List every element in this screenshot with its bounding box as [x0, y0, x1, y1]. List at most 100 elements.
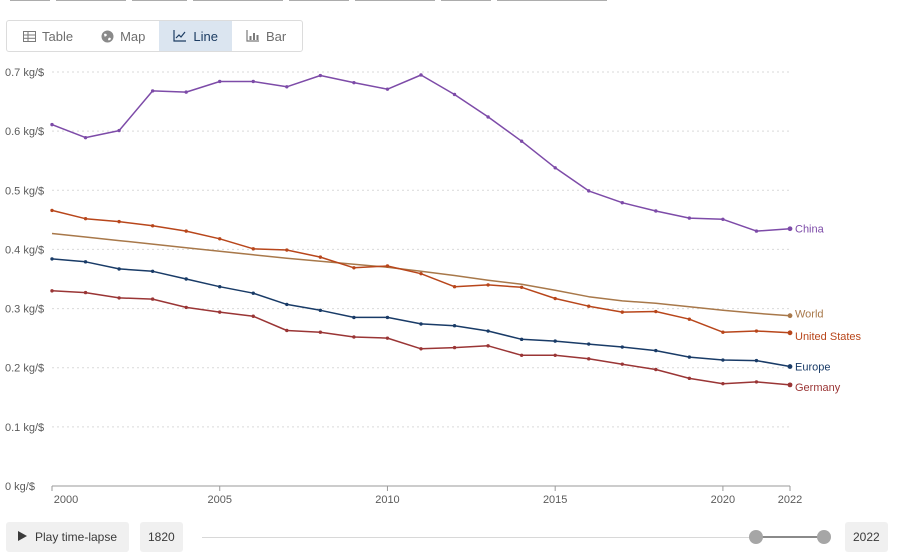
data-point[interactable]: [83, 290, 88, 295]
data-point[interactable]: [419, 73, 423, 77]
data-point[interactable]: [787, 382, 793, 388]
data-point[interactable]: [721, 330, 725, 334]
data-point[interactable]: [787, 226, 793, 232]
data-point[interactable]: [251, 314, 255, 318]
data-point[interactable]: [654, 348, 658, 353]
data-point[interactable]: [654, 209, 658, 213]
data-point[interactable]: [385, 264, 390, 268]
end-year-box[interactable]: 2022: [845, 522, 888, 552]
data-point[interactable]: [687, 376, 692, 381]
data-point[interactable]: [787, 330, 793, 336]
data-point[interactable]: [50, 122, 54, 127]
data-point[interactable]: [352, 315, 356, 320]
tab-map[interactable]: Map: [87, 21, 159, 51]
data-point[interactable]: [150, 297, 155, 301]
data-point[interactable]: [184, 305, 188, 310]
data-point[interactable]: [285, 248, 289, 252]
data-point[interactable]: [519, 285, 524, 289]
data-point[interactable]: [654, 309, 658, 314]
series-line-world[interactable]: [51, 232, 791, 317]
data-point[interactable]: [587, 357, 591, 361]
timeline-start-handle[interactable]: [749, 530, 763, 544]
data-point[interactable]: [620, 310, 624, 314]
data-point[interactable]: [787, 364, 793, 369]
data-point[interactable]: [620, 201, 624, 205]
data-point[interactable]: [385, 315, 390, 320]
data-point[interactable]: [754, 229, 759, 233]
data-point[interactable]: [318, 73, 323, 78]
timeline-end-handle[interactable]: [817, 530, 831, 544]
data-point[interactable]: [587, 304, 591, 308]
data-point[interactable]: [486, 344, 490, 348]
data-point[interactable]: [318, 308, 323, 313]
data-point[interactable]: [553, 353, 557, 357]
data-point[interactable]: [519, 139, 524, 143]
play-timelapse-button[interactable]: Play time-lapse: [6, 522, 130, 552]
data-point[interactable]: [83, 216, 88, 221]
data-point[interactable]: [721, 217, 725, 221]
data-point[interactable]: [218, 284, 222, 289]
data-point[interactable]: [50, 208, 54, 213]
series-line-china[interactable]: [51, 74, 791, 232]
start-year-box[interactable]: 1820: [140, 522, 183, 552]
data-point[interactable]: [687, 216, 692, 220]
data-point[interactable]: [285, 328, 289, 333]
data-point[interactable]: [787, 313, 793, 319]
data-point[interactable]: [452, 345, 457, 350]
data-point[interactable]: [117, 128, 121, 133]
data-point[interactable]: [150, 224, 155, 228]
data-point[interactable]: [218, 310, 222, 314]
data-point[interactable]: [553, 296, 557, 301]
data-point[interactable]: [251, 291, 255, 295]
data-point[interactable]: [184, 229, 188, 233]
data-point[interactable]: [251, 247, 255, 251]
data-point[interactable]: [352, 335, 356, 339]
data-point[interactable]: [385, 87, 390, 91]
tab-bar[interactable]: Bar: [232, 21, 300, 51]
timeline-track[interactable]: [202, 537, 824, 538]
data-point[interactable]: [184, 90, 188, 94]
data-point[interactable]: [150, 269, 155, 274]
data-point[interactable]: [654, 367, 658, 372]
data-point[interactable]: [721, 381, 725, 386]
data-point[interactable]: [117, 219, 121, 224]
data-point[interactable]: [486, 329, 490, 333]
data-point[interactable]: [587, 189, 591, 193]
data-point[interactable]: [117, 267, 121, 271]
data-point[interactable]: [519, 337, 524, 342]
data-point[interactable]: [150, 89, 155, 93]
data-point[interactable]: [620, 345, 624, 349]
data-point[interactable]: [218, 237, 222, 241]
data-point[interactable]: [385, 336, 390, 340]
data-point[interactable]: [285, 85, 289, 89]
data-point[interactable]: [419, 347, 423, 351]
data-point[interactable]: [486, 283, 490, 287]
data-point[interactable]: [251, 79, 255, 84]
data-point[interactable]: [83, 135, 88, 140]
data-point[interactable]: [218, 79, 222, 84]
data-point[interactable]: [754, 380, 759, 384]
data-point[interactable]: [754, 329, 759, 333]
data-point[interactable]: [452, 92, 457, 97]
data-point[interactable]: [519, 353, 524, 357]
data-point[interactable]: [419, 271, 423, 276]
data-point[interactable]: [83, 260, 88, 264]
data-point[interactable]: [352, 80, 356, 85]
data-point[interactable]: [184, 277, 188, 281]
data-point[interactable]: [620, 362, 624, 366]
data-point[interactable]: [50, 289, 54, 293]
data-point[interactable]: [318, 330, 323, 334]
data-point[interactable]: [419, 322, 423, 326]
data-point[interactable]: [687, 317, 692, 321]
data-point[interactable]: [754, 358, 759, 363]
tab-table[interactable]: Table: [9, 21, 87, 51]
tab-line[interactable]: Line: [159, 21, 232, 51]
data-point[interactable]: [553, 339, 557, 343]
data-point[interactable]: [50, 257, 54, 261]
data-point[interactable]: [452, 284, 457, 289]
data-point[interactable]: [285, 302, 289, 307]
data-point[interactable]: [721, 358, 725, 362]
series-line-germany[interactable]: [51, 290, 791, 386]
data-point[interactable]: [352, 266, 356, 270]
data-point[interactable]: [687, 355, 692, 359]
